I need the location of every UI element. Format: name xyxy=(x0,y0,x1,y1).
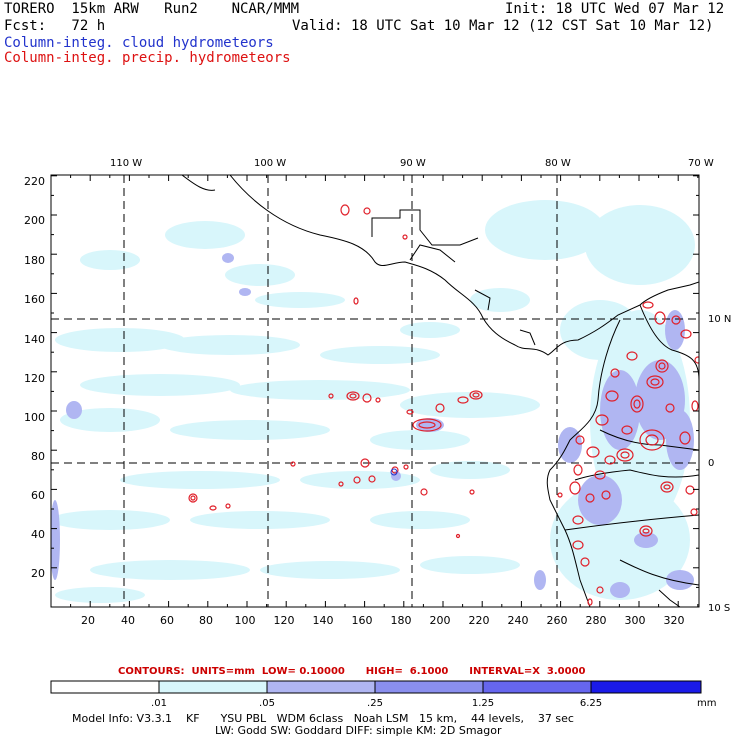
y-tick-60: 60 xyxy=(31,489,45,502)
x-tick-320: 320 xyxy=(664,614,685,627)
lon-label-90w: 90 W xyxy=(400,158,426,169)
lon-label-100w: 100 W xyxy=(254,158,286,169)
x-tick-100: 100 xyxy=(235,614,256,627)
colorbar-seg-3 xyxy=(374,680,484,694)
lat-label-10n: 10 N xyxy=(708,314,731,325)
x-tick-260: 260 xyxy=(547,614,568,627)
colorbar-label-4: 1.25 xyxy=(472,698,494,709)
colorbar-unit: mm xyxy=(697,698,716,709)
x-tick-60: 60 xyxy=(160,614,174,627)
y-tick-200: 200 xyxy=(24,214,45,227)
axis-labels: 110 W 100 W 90 W 80 W 70 W 10 N 0 10 S 2… xyxy=(24,158,731,627)
lon-label-70w: 70 W xyxy=(688,158,714,169)
init-time: Init: 18 UTC Wed 07 Mar 12 xyxy=(505,1,725,17)
colorbar-seg-4 xyxy=(482,680,592,694)
valid-time: Valid: 18 UTC Sat 10 Mar 12 (12 CST Sat … xyxy=(292,18,714,34)
forecast-hour: Fcst: 72 h xyxy=(4,18,106,34)
x-tick-200: 200 xyxy=(430,614,451,627)
precip-contours xyxy=(188,204,699,606)
color-bar: .01 .05 .25 1.25 6.25 mm xyxy=(50,680,716,709)
x-tick-160: 160 xyxy=(352,614,373,627)
y-tick-100: 100 xyxy=(24,411,45,424)
x-tick-80: 80 xyxy=(199,614,213,627)
y-tick-20: 20 xyxy=(31,567,45,580)
colorbar-label-3: .25 xyxy=(367,698,383,709)
axis-ticks xyxy=(50,175,699,608)
x-tick-300: 300 xyxy=(625,614,646,627)
model-info-line1: Model Info: V3.3.1 KF YSU PBL WDM 6class… xyxy=(72,712,574,725)
y-tick-120: 120 xyxy=(24,372,45,385)
cloud-mid-patches xyxy=(51,253,694,598)
colorbar-label-1: .01 xyxy=(151,698,167,709)
field-label-cloud: Column-integ. cloud hydrometeors xyxy=(4,35,274,51)
contour-info: CONTOURS: UNITS=mm LOW= 0.10000 HIGH= 6.… xyxy=(118,666,586,677)
x-tick-220: 220 xyxy=(469,614,490,627)
x-tick-40: 40 xyxy=(121,614,135,627)
colorbar-label-5: 6.25 xyxy=(580,698,602,709)
colorbar-label-2: .05 xyxy=(259,698,275,709)
y-tick-160: 160 xyxy=(24,293,45,306)
y-tick-80: 80 xyxy=(31,450,45,463)
x-tick-140: 140 xyxy=(313,614,334,627)
y-tick-140: 140 xyxy=(24,333,45,346)
x-tick-180: 180 xyxy=(391,614,412,627)
station-marker xyxy=(390,468,398,476)
colorbar-seg-1 xyxy=(158,680,268,694)
x-tick-240: 240 xyxy=(508,614,529,627)
x-tick-20: 20 xyxy=(81,614,95,627)
lat-label-0: 0 xyxy=(708,458,714,469)
model-info-line2: LW: Godd SW: Goddard DIFF: simple KM: 2D… xyxy=(215,724,502,737)
colorbar-seg-0 xyxy=(50,680,160,694)
lon-label-80w: 80 W xyxy=(545,158,571,169)
y-tick-180: 180 xyxy=(24,254,45,267)
model-title: TORERO 15km ARW Run2 NCAR/MMM xyxy=(4,1,300,17)
x-tick-280: 280 xyxy=(586,614,607,627)
coastline xyxy=(181,175,699,607)
colorbar-seg-5 xyxy=(590,680,702,694)
map-plot-area xyxy=(51,175,699,607)
lat-label-10s: 10 S xyxy=(708,603,730,614)
latlon-grid xyxy=(51,175,699,607)
colorbar-seg-2 xyxy=(266,680,376,694)
y-tick-40: 40 xyxy=(31,528,45,541)
y-tick-220: 220 xyxy=(24,175,45,188)
lon-label-110w: 110 W xyxy=(110,158,142,169)
x-tick-120: 120 xyxy=(274,614,295,627)
field-label-precip: Column-integ. precip. hydrometeors xyxy=(4,50,291,66)
